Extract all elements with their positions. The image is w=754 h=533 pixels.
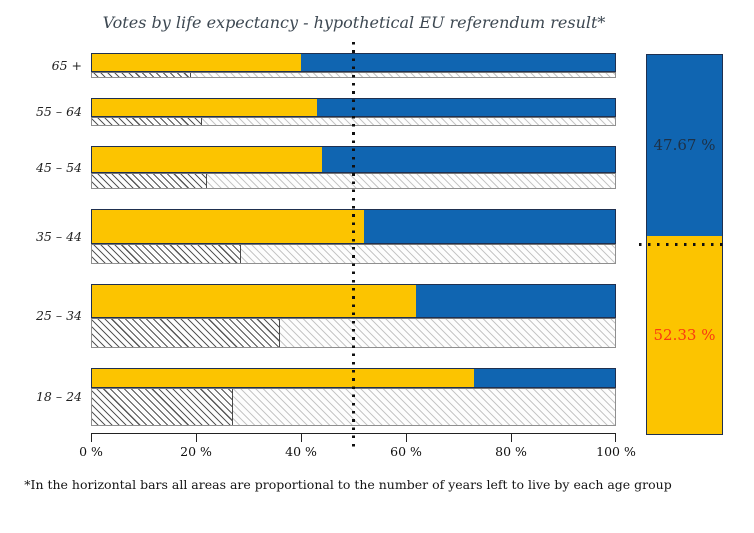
blue-vote-segment [301, 54, 615, 71]
blue-vote-segment [473, 368, 615, 387]
fifty-percent-reference-line-vertical-bar [639, 243, 729, 246]
overall-result-bar: 47.67 % 52.33 % [646, 54, 723, 435]
age-group-label: 45 – 54 [35, 159, 82, 175]
x-axis-tick-label: 20 % [180, 444, 212, 459]
age-row: 45 – 54 [20, 145, 616, 189]
dense-hatch-segment [92, 388, 234, 425]
blue-vote-segment [322, 146, 615, 172]
age-group-bars [91, 284, 616, 348]
age-group-rows: 65 + 55 – 64 45 – 54 35 – 44 25 – 34 18 – 24 [20, 53, 616, 426]
age-group-label: 35 – 44 [35, 229, 82, 244]
x-axis-tick [406, 434, 408, 442]
x-axis-tick-label: 60 % [390, 444, 422, 459]
dense-hatch-segment [92, 73, 192, 77]
x-axis-tick [511, 434, 513, 442]
dense-hatch-segment [92, 245, 242, 263]
fifty-percent-reference-line [352, 42, 355, 448]
blue-vote-segment [316, 99, 615, 116]
light-hatch-segment [201, 118, 615, 125]
age-row: 25 – 34 [20, 284, 616, 348]
blue-vote-segment [363, 210, 615, 243]
age-row: 55 – 64 [20, 98, 616, 126]
yellow-vote-segment [92, 210, 364, 243]
age-row: 18 – 24 [20, 367, 616, 426]
yellow-vote-segment [92, 146, 323, 172]
dense-hatch-segment [92, 318, 281, 347]
vote-share-bar [91, 367, 616, 388]
chart-title: Votes by life expectancy - hypothetical … [102, 13, 606, 32]
x-axis-tick [615, 434, 617, 442]
light-hatch-segment [280, 318, 615, 347]
age-group-label: 55 – 64 [35, 104, 82, 120]
x-axis: 0 % 20 % 40 % 60 % 80 % 100 % [79, 433, 636, 459]
light-hatch-segment [207, 174, 615, 188]
x-axis-tick-label: 40 % [285, 444, 317, 459]
age-row: 65 + [20, 53, 616, 78]
age-row: 35 – 44 [20, 209, 616, 264]
footnote: *In the horizontal bars all areas are pr… [24, 477, 672, 492]
x-axis-tick-label: 80 % [495, 444, 527, 459]
dense-hatch-segment [92, 118, 202, 125]
overall-blue-segment: 47.67 % [647, 55, 722, 236]
vote-share-bar [91, 98, 616, 117]
x-axis-tick [301, 434, 303, 442]
light-hatch-segment [233, 388, 615, 425]
overall-blue-percentage: 47.67 % [653, 136, 716, 155]
age-group-label: 25 – 34 [35, 308, 82, 324]
x-axis-tick [91, 434, 93, 442]
dense-hatch-segment [92, 174, 208, 188]
age-group-bars [91, 367, 616, 426]
x-axis-tick-label: 100 % [596, 444, 636, 459]
yellow-vote-segment [92, 368, 474, 387]
overall-yellow-percentage: 52.33 % [653, 325, 716, 344]
years-left-bar [91, 317, 616, 348]
age-group-label: 65 + [51, 58, 82, 73]
vote-share-bar [91, 284, 616, 318]
yellow-vote-segment [92, 54, 302, 71]
yellow-vote-segment [92, 285, 417, 317]
light-hatch-segment [191, 73, 615, 77]
overall-yellow-segment: 52.33 % [647, 235, 722, 434]
yellow-vote-segment [92, 99, 317, 116]
blue-vote-segment [416, 285, 615, 317]
light-hatch-segment [241, 245, 615, 263]
age-group-label: 18 – 24 [35, 389, 82, 405]
x-axis-tick-label: 0 % [79, 444, 103, 459]
x-axis-tick [196, 434, 198, 442]
